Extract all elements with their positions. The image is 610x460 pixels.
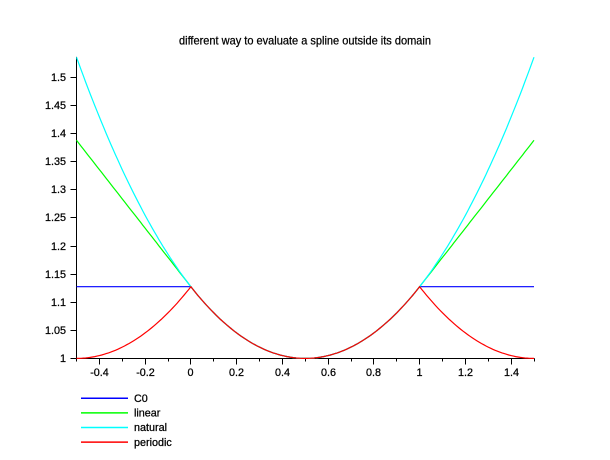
svg-text:1.15: 1.15 xyxy=(45,269,66,281)
svg-text:1.45: 1.45 xyxy=(45,100,66,112)
svg-text:-0.4: -0.4 xyxy=(90,367,109,379)
svg-text:1.5: 1.5 xyxy=(51,72,66,84)
svg-text:0.4: 0.4 xyxy=(275,367,290,379)
svg-text:linear: linear xyxy=(134,408,161,420)
svg-text:1: 1 xyxy=(416,367,422,379)
svg-text:0.2: 0.2 xyxy=(229,367,244,379)
svg-text:1: 1 xyxy=(60,353,66,365)
svg-text:different way to evaluate a sp: different way to evaluate a spline outsi… xyxy=(179,34,431,48)
svg-text:1.2: 1.2 xyxy=(51,241,66,253)
svg-text:1.4: 1.4 xyxy=(51,128,66,140)
svg-text:C0: C0 xyxy=(134,393,148,405)
svg-text:1.3: 1.3 xyxy=(51,184,66,196)
svg-text:-0.2: -0.2 xyxy=(136,367,155,379)
svg-text:1.35: 1.35 xyxy=(45,156,66,168)
svg-text:0.6: 0.6 xyxy=(321,367,336,379)
svg-text:natural: natural xyxy=(134,422,167,434)
svg-text:1.25: 1.25 xyxy=(45,212,66,224)
svg-text:1.2: 1.2 xyxy=(458,367,473,379)
svg-text:0: 0 xyxy=(187,367,193,379)
svg-text:1.05: 1.05 xyxy=(45,325,66,337)
svg-text:1.4: 1.4 xyxy=(504,367,519,379)
svg-text:0.8: 0.8 xyxy=(366,367,381,379)
svg-text:1.1: 1.1 xyxy=(51,297,66,309)
svg-text:periodic: periodic xyxy=(134,437,172,449)
